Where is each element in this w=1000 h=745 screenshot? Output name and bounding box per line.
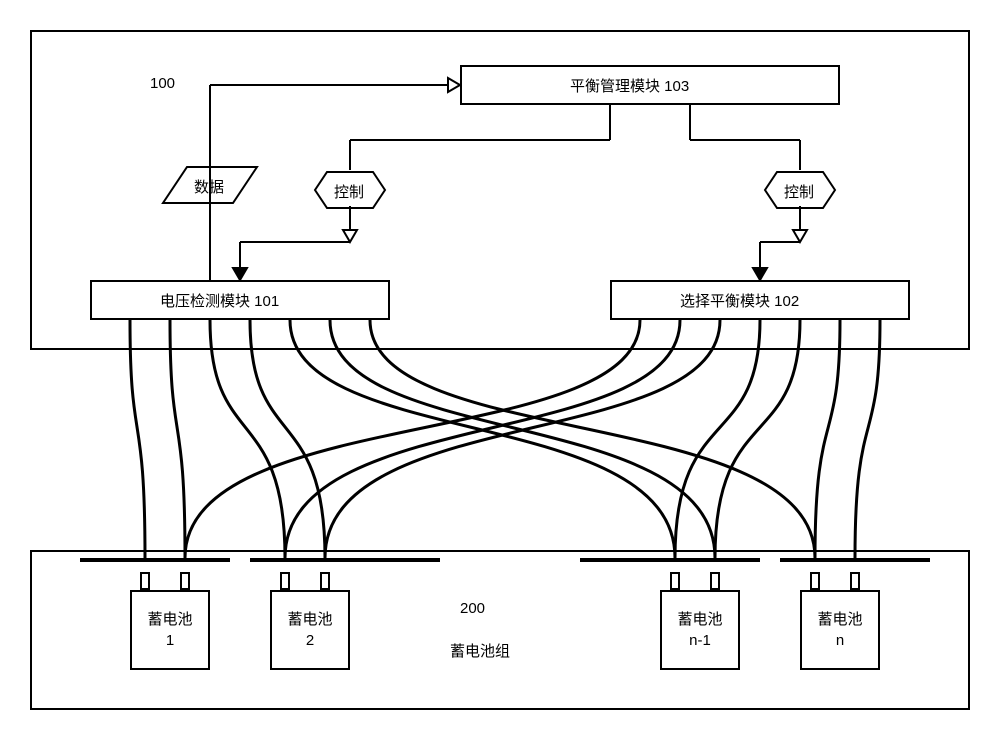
- battery-cell: 蓄电池n-1: [660, 590, 740, 670]
- battery-cell: 蓄电池n: [800, 590, 880, 670]
- diagram-element: [850, 572, 860, 590]
- battery-cell: 蓄电池2: [270, 590, 350, 670]
- diagram-element: [280, 572, 290, 590]
- diagram-element: 100: [150, 75, 175, 92]
- diagram-element: 200: [460, 600, 485, 617]
- diagram-element: [250, 558, 440, 562]
- diagram-element: [810, 572, 820, 590]
- diagram-element: 平衡管理模块 103: [570, 75, 689, 96]
- diagram-element: [580, 558, 760, 562]
- diagram-element: [670, 572, 680, 590]
- diagram-element: [80, 558, 230, 562]
- diagram-element: 蓄电池组: [450, 640, 510, 661]
- diagram-element: 选择平衡模块 102: [680, 290, 799, 311]
- battery-cell: 蓄电池1: [130, 590, 210, 670]
- diagram-element: 数据: [194, 176, 224, 197]
- diagram-element: [710, 572, 720, 590]
- diagram-element: 控制: [784, 181, 814, 202]
- diagram-element: [780, 558, 930, 562]
- diagram-element: 控制: [334, 181, 364, 202]
- diagram-element: [140, 572, 150, 590]
- diagram-element: 电压检测模块 101: [160, 290, 279, 311]
- diagram-element: [180, 572, 190, 590]
- diagram-element: [320, 572, 330, 590]
